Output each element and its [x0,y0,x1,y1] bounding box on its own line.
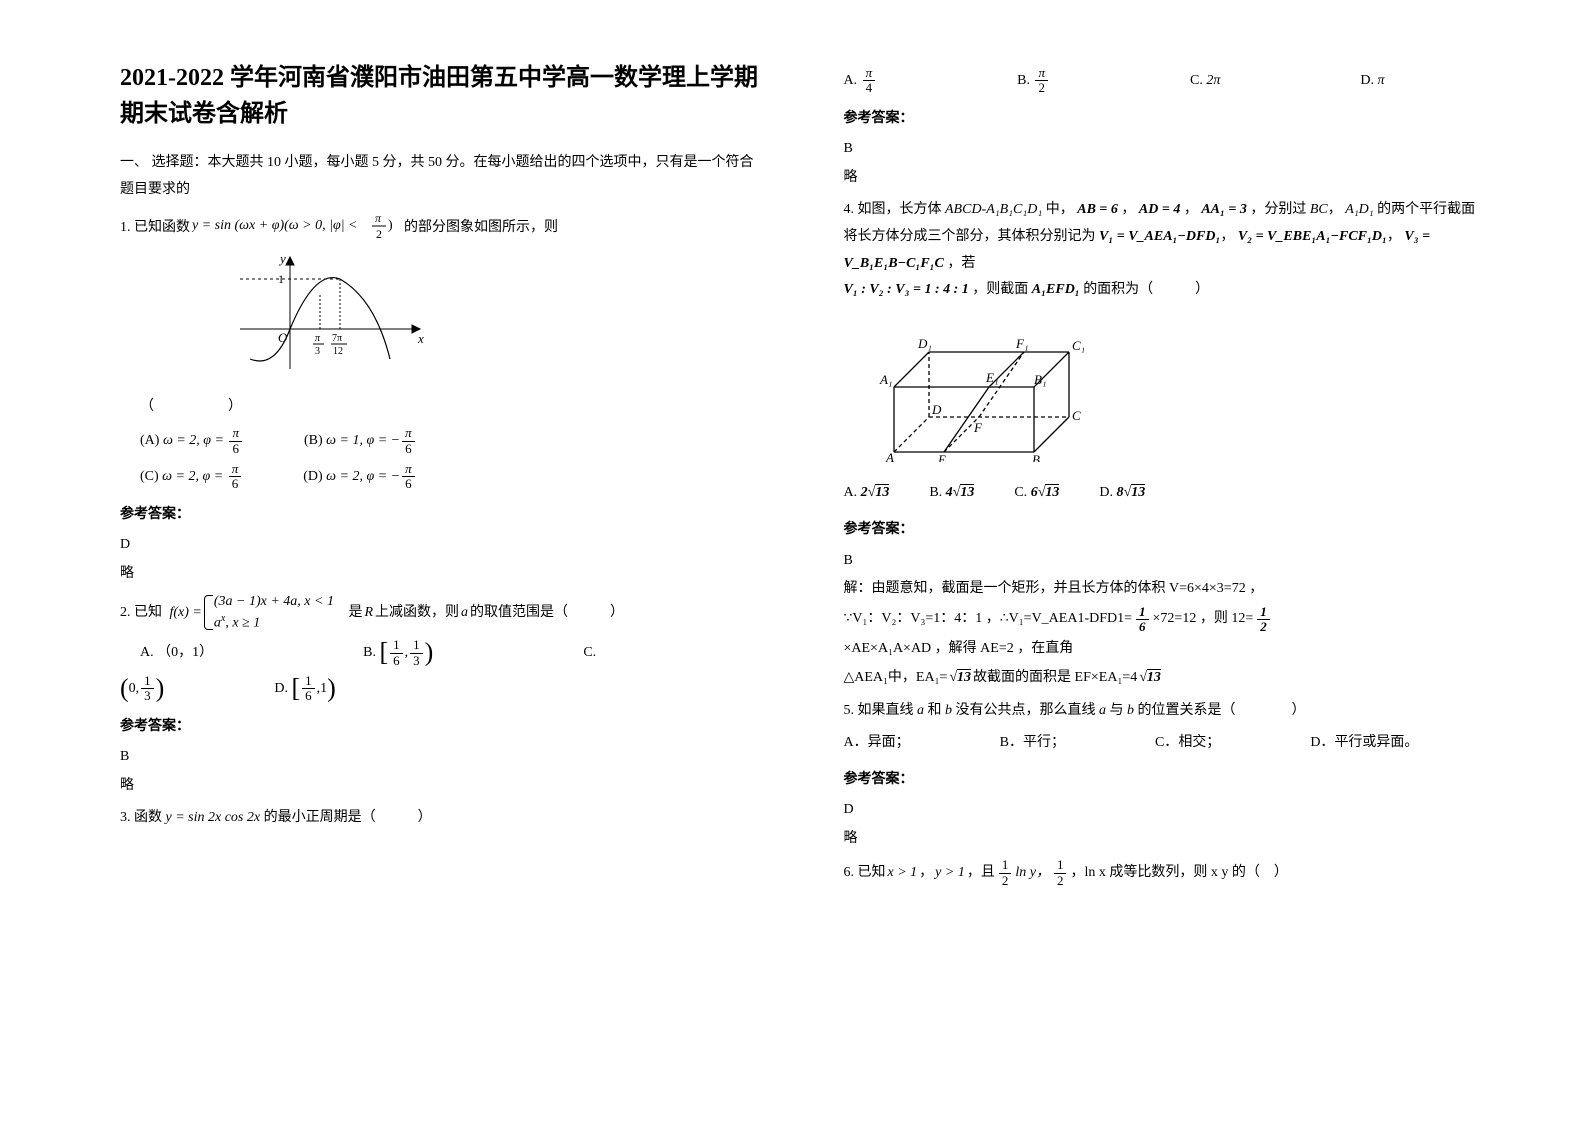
q3-note: 略 [844,165,1488,192]
section-1-head: 一、 选择题：本大题共 10 小题，每小题 5 分，共 50 分。在每小题给出的… [120,150,764,203]
svg-text:E: E [937,452,946,462]
svg-text:B₁: B₁ [1034,372,1046,387]
exam-page: 2021-2022 学年河南省濮阳市油田第五中学高一数学理上学期期末试卷含解析 … [0,0,1587,1122]
page-title: 2021-2022 学年河南省濮阳市油田第五中学高一数学理上学期期末试卷含解析 [120,60,764,132]
q5-opt-b: B．平行； [1000,730,1065,757]
q4-opt-d: D. 8√13 [1099,480,1145,507]
svg-text:π: π [315,333,321,344]
left-column: 2021-2022 学年河南省濮阳市油田第五中学高一数学理上学期期末试卷含解析 … [100,60,804,1092]
q2-post: 上减函数，则 [375,600,459,627]
q2-opt-b: B. [16,13) [363,638,433,668]
q4-options: A. 2√13 B. 4√13 C. 6√13 D. 8√13 [844,480,1488,507]
q4-opt-c: C. 6√13 [1014,480,1059,507]
q3-opt-a: A. π4 [844,66,878,96]
svg-text:π: π [375,211,382,225]
q4-answer-label: 参考答案： [844,517,1488,544]
q2-fx: f(x) = [170,600,202,627]
q4-sol-l3: △AEA₁中，EA₁= √13 故截面的面积是 EF×EA₁=4 √13 [844,665,1488,692]
q5-opt-c: C．相交； [1155,730,1220,757]
svg-text:O: O [278,330,288,345]
q1-opt-a: (A) ω = 2, φ = π6 [140,426,244,456]
q2-note: 略 [120,773,764,800]
q3-stem-pre: 3. 函数 [120,810,162,825]
q3-answer-label: 参考答案： [844,106,1488,133]
q4-sol-l1: 解：由题意知，截面是一个矩形，并且长方体的体积 V=6×4×3=72 ， [844,576,1488,603]
q1-opt-c: (C) ω = 2, φ = π6 [140,462,243,492]
question-5: 5. 如果直线 a 和 b 没有公共点，那么直线 a 与 b 的位置关系是（ ） [844,698,1488,725]
q2-answer-label: 参考答案： [120,714,764,741]
q2-opt-d: D. [16,1) [274,674,335,704]
q2-stem-pre: 2. 已知 [120,600,162,627]
q5-note: 略 [844,826,1488,853]
question-6: 6. 已知 x > 1 ， y > 1 ，且 12 ln y， 12 ，ln x… [844,858,1488,888]
question-4: 4. 如图，长方体 ABCD-A₁B₁C₁D₁ 中， AB = 6 ， AD =… [844,197,1488,303]
q3-stem-post: 的最小正周期是（ ） [264,810,432,825]
q4-opt-a: A. 2√13 [844,480,890,507]
q3-formula: y = sin 2x cos 2x [166,810,261,825]
question-3-options: A. π4 B. π2 C. 2π D. π [844,66,1488,96]
question-2: 2. 已知 f(x) = (3a − 1)x + 4a, x < 1 ax, x… [120,593,764,799]
svg-text:A: A [885,450,894,462]
svg-text:A₁: A₁ [879,372,892,387]
q2-end: 的取值范围是（ ） [470,600,624,627]
q2-a: a [461,600,468,627]
q1-xlabel: x [417,331,424,346]
right-column: A. π4 B. π2 C. 2π D. π 参考答案： B 略 4. 如图，长… [804,60,1508,1092]
q2-opt-c: (0,13) [120,674,164,704]
q4-sol-l2: ∵V₁：V₂：V₃=1：4：1 ，∴V₁=V_AEA1-DFD1= 16 ×72… [844,605,1488,663]
svg-text:D: D [931,402,942,417]
q4-opt-b: B. 4√13 [929,480,974,507]
q2-mid: 是 [348,600,362,627]
q2-opt-c-label: C. [583,640,596,667]
q2-R: R [364,600,373,627]
q5-opt-d: D．平行或异面。 [1310,730,1418,757]
svg-text:12: 12 [333,346,343,357]
q5-answer: D [844,797,1488,824]
q3-answer: B [844,136,1488,163]
svg-text:y = sin (ωx + φ)(ω > 0, |φ| <: y = sin (ωx + φ)(ω > 0, |φ| < [192,218,358,233]
q1-note: 略 [120,561,764,588]
svg-text:E₁: E₁ [985,370,998,385]
svg-text:C: C [1072,408,1081,423]
q5-opt-a: A．异面； [844,730,910,757]
q2-answer: B [120,744,764,771]
q1-ylabel: y [278,251,286,266]
q3-opt-b: B. π2 [1017,66,1050,96]
q5-options: A．异面； B．平行； C．相交； D．平行或异面。 [844,730,1488,757]
q2-opt-a: A. （0，1） [140,640,213,667]
svg-text:3: 3 [315,346,320,357]
q4-pre: 4. 如图，长方体 [844,202,946,217]
q1-stem-post: 的部分图象如图所示，则 [404,215,558,242]
svg-text:C₁: C₁ [1072,338,1084,353]
q1-graph: y x 1 O π 3 7π 12 [220,249,430,379]
q1-opt-b: (B) ω = 1, φ = −π6 [304,426,417,456]
question-3-stem: 3. 函数 y = sin 2x cos 2x 的最小正周期是（ ） [120,805,764,832]
svg-text:B: B [1032,452,1040,462]
svg-text:2: 2 [376,227,382,241]
q1-answer-label: 参考答案： [120,502,764,529]
svg-text:D₁: D₁ [917,336,932,351]
q3-opt-d: D. π [1360,68,1384,95]
q1-paren: （ ） [140,394,764,421]
svg-text:F₁: F₁ [1015,336,1028,351]
svg-text:): ) [388,218,393,233]
q4-figure: A B C D A₁ B₁ C₁ D₁ E F E₁ F₁ [874,312,1084,462]
svg-text:1: 1 [278,272,284,286]
q2-piecewise: (3a − 1)x + 4a, x < 1 ax, x ≥ 1 [204,593,334,632]
q1-stem-pre: 1. 已知函数 [120,215,190,242]
svg-text:F: F [973,420,983,435]
question-1: 1. 已知函数 y = sin (ωx + φ)(ω > 0, |φ| < π … [120,211,764,587]
svg-text:7π: 7π [332,333,342,344]
q1-opt-d: (D) ω = 2, φ = −π6 [303,462,416,492]
q1-formula: y = sin (ωx + φ)(ω > 0, |φ| < π 2 ) [192,211,402,245]
q3-opt-c: C. 2π [1190,68,1220,95]
q1-answer: D [120,532,764,559]
q5-answer-label: 参考答案： [844,767,1488,794]
q4-answer: B [844,548,1488,575]
